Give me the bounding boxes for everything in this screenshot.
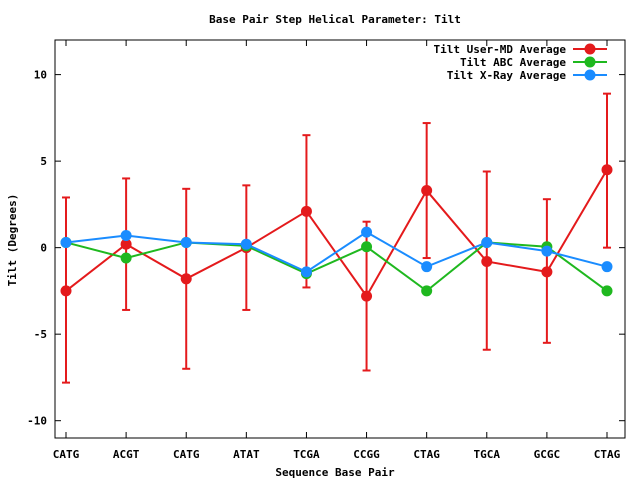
data-point-0 [601,164,613,176]
series-line-2 [65,230,608,274]
series-group [60,164,613,302]
data-point-0 [361,290,373,302]
data-point-2 [541,245,553,257]
y-tick-label: 5 [40,155,47,168]
x-tick-label: ACGT [113,448,140,461]
series-line-1 [65,241,608,293]
legend-label: Tilt X-Ray Average [447,69,567,82]
data-point-0 [300,205,312,217]
legend-label: Tilt User-MD Average [434,43,567,56]
data-point-1 [421,285,433,297]
data-point-0 [180,273,192,285]
x-tick-label: GCGC [534,448,561,461]
data-point-0 [60,285,72,297]
x-axis-label: Sequence Base Pair [275,466,395,479]
data-point-0 [481,255,493,267]
x-tick-label: TGCA [474,448,501,461]
data-point-2 [361,226,373,238]
data-point-2 [421,261,433,273]
data-point-0 [541,266,553,278]
data-point-1 [361,241,373,253]
chart-title: Base Pair Step Helical Parameter: Tilt [209,13,461,26]
y-tick-label: 0 [40,242,47,255]
data-point-0 [120,238,132,250]
y-tick-label: -5 [34,328,47,341]
data-point-2 [120,230,132,242]
data-point-2 [180,236,192,248]
y-tick-label: 10 [34,69,47,82]
x-tick-label: CTAG [594,448,621,461]
plot-frame [54,39,626,439]
legend-marker-swatch [584,56,596,68]
data-point-2 [481,236,493,248]
data-point-2 [60,236,72,248]
y-tick-label: -10 [27,415,47,428]
legend-marker-swatch [584,69,596,81]
data-point-2 [300,266,312,278]
x-tick-label: CATG [53,448,80,461]
legend-marker-swatch [584,43,596,55]
x-tick-label: TCGA [293,448,320,461]
x-tick-label: ATAT [233,448,260,461]
x-tick-label: CCGG [353,448,380,461]
data-point-1 [120,252,132,264]
x-tick-label: CTAG [413,448,440,461]
x-tick-label: CATG [173,448,200,461]
data-point-1 [601,285,613,297]
data-point-2 [601,261,613,273]
y-axis-label: Tilt (Degrees) [6,194,19,287]
data-point-0 [421,185,433,197]
axes: -10 -5 0 5 10 CATG ACGT CATG ATAT TCGA CCGG CTAG TGC… [27,40,625,461]
data-point-2 [240,238,252,250]
legend-label: Tilt ABC Average [460,56,566,69]
series-line-0 [65,169,608,298]
